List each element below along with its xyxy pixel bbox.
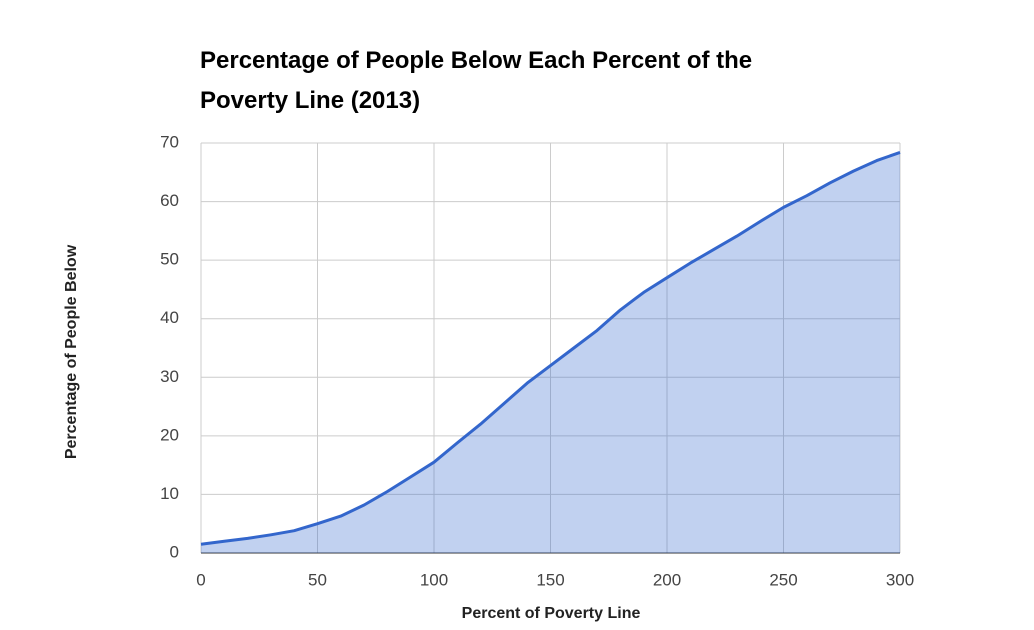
y-tick-label: 70 xyxy=(160,132,179,151)
x-tick-label: 100 xyxy=(420,570,448,589)
y-tick-label: 50 xyxy=(160,250,179,269)
y-tick-label: 20 xyxy=(160,425,179,444)
y-axis-title: Percentage of People Below xyxy=(63,244,80,459)
chart-title: Percentage of People Below Each Percent … xyxy=(200,47,752,74)
x-tick-label: 0 xyxy=(196,570,205,589)
y-tick-label: 0 xyxy=(170,542,179,561)
area xyxy=(201,152,900,553)
y-tick-label: 60 xyxy=(160,191,179,210)
x-tick-label: 300 xyxy=(886,570,914,589)
line xyxy=(200,150,901,546)
x-tick-label: 250 xyxy=(769,570,797,589)
y-tick-label: 10 xyxy=(160,484,179,503)
chart-title: Poverty Line (2013) xyxy=(200,87,420,114)
x-axis-title: Percent of Poverty Line xyxy=(462,605,641,622)
y-tick-label: 30 xyxy=(160,367,179,386)
x-tick-label: 200 xyxy=(653,570,681,589)
x-tick-label: 50 xyxy=(308,570,327,589)
y-tick-label: 40 xyxy=(160,308,179,327)
x-tick-label: 150 xyxy=(536,570,564,589)
